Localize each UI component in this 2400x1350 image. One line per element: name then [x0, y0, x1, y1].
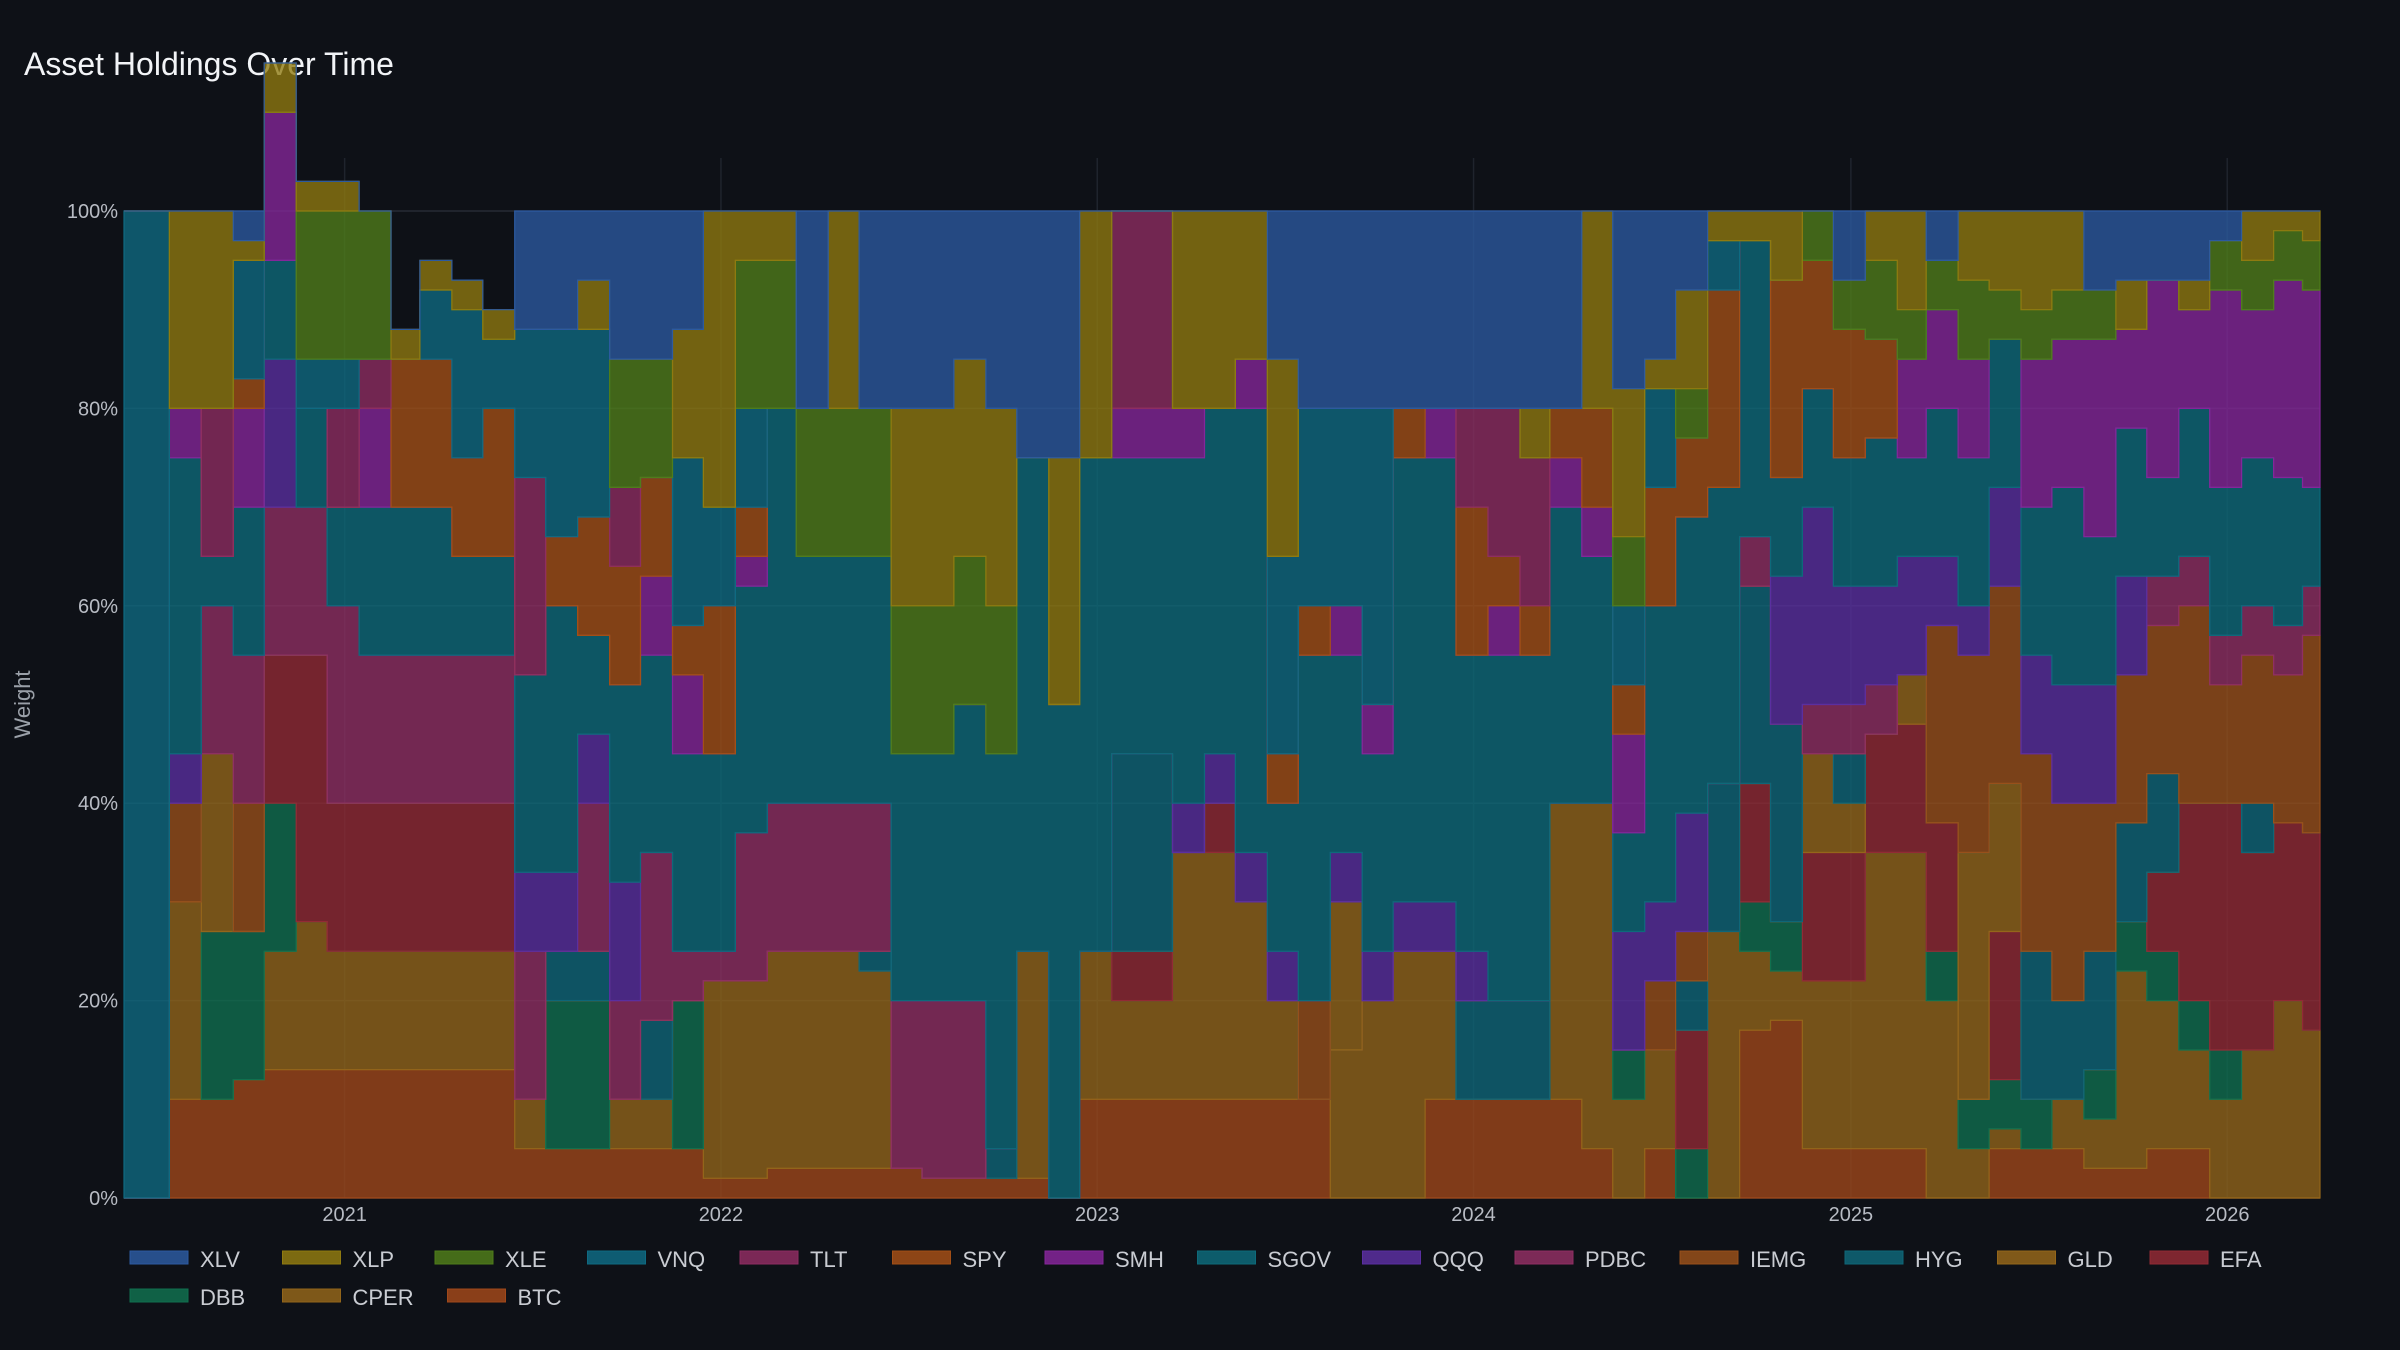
legend-label: VNQ — [658, 1247, 706, 1272]
legend-swatch — [1362, 1250, 1421, 1265]
legend-label: XLV — [200, 1247, 240, 1272]
y-tick-label: 20% — [78, 991, 118, 1013]
legend-item-vnq[interactable]: VNQ — [587, 1247, 706, 1272]
legend-item-sgov[interactable]: SGOV — [1197, 1247, 1332, 1272]
legend-label: SMH — [1115, 1247, 1164, 1272]
y-tick-label: 40% — [78, 793, 118, 815]
legend-item-xlv[interactable]: XLV — [129, 1247, 240, 1272]
x-tick-label: 2024 — [1451, 1204, 1496, 1226]
legend-swatch — [739, 1250, 799, 1265]
legend-swatch — [129, 1250, 189, 1265]
legend-item-qqq[interactable]: QQQ — [1362, 1247, 1484, 1272]
legend-label: IEMG — [1750, 1247, 1806, 1272]
legend-swatch — [1679, 1250, 1739, 1265]
legend-label: QQQ — [1433, 1247, 1484, 1272]
legend-item-iemg[interactable]: IEMG — [1679, 1247, 1806, 1272]
legend-item-xle[interactable]: XLE — [434, 1247, 547, 1272]
legend-label: BTC — [518, 1285, 562, 1310]
area-layer — [123, 62, 2321, 1199]
legend-label: DBB — [200, 1285, 245, 1310]
legend-label: XLE — [505, 1247, 547, 1272]
legend-item-btc[interactable]: BTC — [447, 1285, 562, 1310]
legend-swatch — [282, 1250, 341, 1265]
legend-swatch — [1514, 1250, 1574, 1265]
legend-label: SGOV — [1268, 1247, 1332, 1272]
area-xlv — [124, 62, 2320, 459]
legend-label: SPY — [963, 1247, 1007, 1272]
y-tick-label: 0% — [89, 1188, 118, 1210]
legend-swatch — [282, 1288, 341, 1303]
legend-swatch — [434, 1250, 494, 1265]
x-tick-label: 2026 — [2205, 1204, 2250, 1226]
legend-swatch — [2149, 1250, 2209, 1265]
legend-swatch — [1997, 1250, 2056, 1265]
legend-label: EFA — [2220, 1247, 2262, 1272]
legend-item-efa[interactable]: EFA — [2149, 1247, 2262, 1272]
legend-item-gld[interactable]: GLD — [1997, 1247, 2113, 1272]
legend-item-dbb[interactable]: DBB — [129, 1285, 245, 1310]
y-tick-label: 60% — [78, 596, 118, 618]
legend-item-smh[interactable]: SMH — [1044, 1247, 1164, 1272]
y-axis-title: Weight — [10, 670, 35, 738]
legend-swatch — [447, 1288, 506, 1303]
legend-swatch — [587, 1250, 646, 1265]
x-tick-label: 2022 — [699, 1204, 744, 1226]
x-tick-label: 2025 — [1829, 1204, 1874, 1226]
legend-label: GLD — [2068, 1247, 2113, 1272]
y-tick-label: 80% — [78, 398, 118, 420]
legend-item-cper[interactable]: CPER — [282, 1285, 414, 1310]
legend: XLV XLP XLE VNQ TLT SPY SMH SGOV QQQ PDBC IEMG HYG G… — [129, 1247, 2262, 1310]
legend-item-pdbc[interactable]: PDBC — [1514, 1247, 1646, 1272]
legend-label: XLP — [353, 1247, 395, 1272]
y-tick-label: 100% — [67, 201, 118, 223]
legend-swatch — [1844, 1250, 1904, 1265]
legend-swatch — [1197, 1250, 1256, 1265]
legend-item-spy[interactable]: SPY — [892, 1247, 1007, 1272]
legend-item-hyg[interactable]: HYG — [1844, 1247, 1963, 1272]
legend-label: HYG — [1915, 1247, 1963, 1272]
legend-swatch — [129, 1288, 189, 1303]
x-tick-label: 2021 — [322, 1204, 367, 1226]
legend-item-xlp[interactable]: XLP — [282, 1247, 395, 1272]
x-tick-label: 2023 — [1075, 1204, 1120, 1226]
chart-title: Asset Holdings Over Time — [24, 46, 394, 82]
axis-layer: 0% 20% 40% 60% 80% 100% 2021 2022 2023 2024 2025 20… — [10, 201, 2249, 1226]
legend-label: TLT — [810, 1247, 847, 1272]
legend-label: PDBC — [1585, 1247, 1646, 1272]
legend-swatch — [1044, 1250, 1104, 1265]
legend-swatch — [892, 1250, 951, 1265]
legend-item-tlt[interactable]: TLT — [739, 1247, 847, 1272]
legend-label: CPER — [353, 1285, 414, 1310]
